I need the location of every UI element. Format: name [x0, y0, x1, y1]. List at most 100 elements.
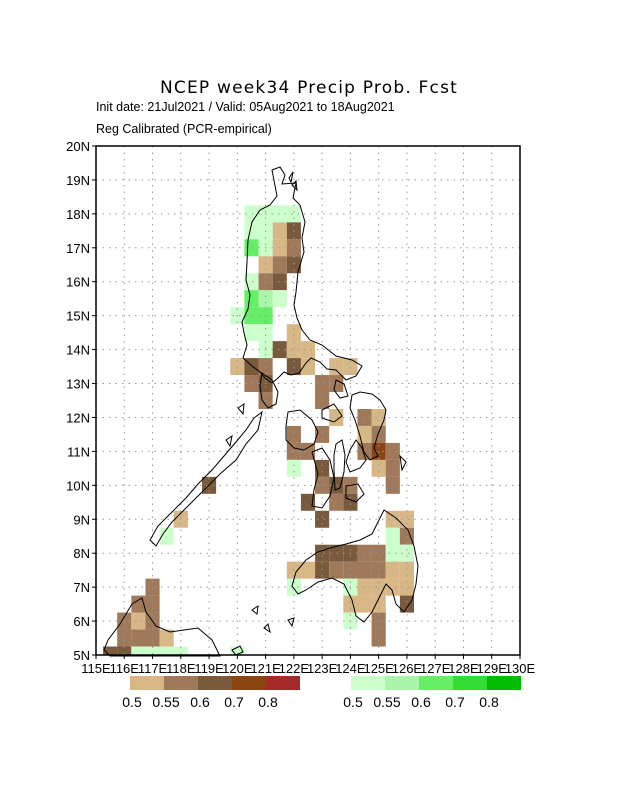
map-subtitle-method: Reg Calibrated (PCR-empirical) — [96, 122, 272, 136]
prob-cell — [272, 222, 287, 240]
lon-label: 115E — [81, 661, 111, 676]
prob-cell — [117, 629, 132, 647]
lat-label: 15N — [66, 309, 90, 324]
lon-label: 122E — [279, 661, 310, 676]
legend-swatch — [385, 676, 419, 690]
legend-label: 0.5 — [122, 694, 142, 710]
prob-cell — [131, 646, 146, 655]
prob-cell — [300, 341, 316, 359]
lon-label: 129E — [477, 661, 508, 676]
prob-cell — [385, 578, 400, 596]
prob-cell — [329, 493, 344, 511]
prob-cell — [286, 205, 301, 223]
legend-swatch — [164, 676, 198, 690]
legend-label: 0.7 — [224, 694, 244, 710]
prob-cell — [371, 561, 386, 579]
prob-cell — [244, 307, 259, 325]
map-frame — [95, 145, 521, 656]
prob-cell — [343, 595, 358, 613]
lat-label: 10N — [66, 478, 90, 493]
legend-label: 0.6 — [190, 694, 210, 710]
lat-label: 9N — [73, 512, 90, 527]
prob-cell — [258, 358, 273, 376]
prob-cell — [329, 375, 344, 393]
prob-cell — [286, 256, 301, 274]
prob-cell — [131, 612, 146, 630]
prob-cell — [371, 442, 386, 460]
prob-cell — [371, 578, 386, 596]
prob-cell — [399, 510, 414, 528]
prob-cell — [357, 544, 372, 562]
legend-swatch — [130, 676, 164, 690]
prob-cell — [258, 256, 273, 274]
lat-label: 16N — [66, 275, 90, 290]
prob-cell — [385, 476, 400, 494]
lat-label: 13N — [66, 377, 90, 392]
legend-swatch — [266, 676, 300, 690]
lon-label: 120E — [222, 661, 253, 676]
lat-label: 19N — [66, 173, 90, 188]
prob-cell — [272, 341, 287, 359]
prob-cell — [286, 442, 301, 460]
lon-label: 125E — [363, 661, 394, 676]
map-title: NCEP week34 Precip Prob. Fcst — [160, 78, 458, 98]
legend-label: 0.7 — [445, 694, 465, 710]
prob-cell — [258, 324, 273, 342]
prob-cell — [399, 544, 414, 562]
prob-cell — [145, 646, 160, 655]
lon-label: 130E — [505, 661, 536, 676]
prob-cell — [371, 595, 386, 613]
prob-cell — [286, 561, 301, 579]
prob-cell — [159, 646, 174, 655]
prob-cell — [286, 358, 301, 376]
latitude-labels: 20N 19N 18N 17N 16N 15N 14N 13N 12N 11N 10N 9N 8N 7N 6… — [66, 139, 96, 663]
prob-cell — [131, 629, 146, 647]
prob-cell — [315, 425, 330, 443]
prob-cell — [286, 578, 301, 596]
prob-cell — [258, 290, 273, 308]
prob-cell — [272, 239, 287, 257]
prob-cell — [244, 290, 259, 308]
prob-cell — [272, 256, 287, 274]
prob-cell — [286, 459, 301, 477]
prob-cell — [329, 358, 344, 376]
lon-label: 121E — [250, 661, 281, 676]
lon-label: 123E — [307, 661, 338, 676]
prob-cell — [315, 459, 330, 477]
prob-cell — [343, 561, 358, 579]
lon-label: 127E — [420, 661, 451, 676]
prob-cell — [357, 578, 372, 596]
coastline-philippines — [103, 166, 419, 657]
legend-swatch — [232, 676, 266, 690]
prob-cell — [286, 239, 301, 257]
prob-cell — [315, 375, 330, 393]
legend-swatch — [351, 676, 385, 690]
dotted-grid — [96, 146, 520, 655]
lat-label: 20N — [66, 139, 90, 154]
prob-cell — [371, 629, 386, 647]
lat-label: 8N — [73, 546, 90, 561]
prob-cell — [357, 595, 372, 613]
prob-cell — [385, 561, 400, 579]
lon-label: 128E — [448, 661, 479, 676]
prob-cell — [357, 561, 372, 579]
prob-cell — [343, 358, 358, 376]
prob-cell — [244, 375, 259, 393]
prob-cell — [357, 408, 372, 426]
prob-cell — [244, 222, 259, 240]
prob-cell — [385, 527, 400, 545]
prob-cell — [371, 459, 386, 477]
legend-below-normal: 0.5 0.55 0.6 0.7 0.8 — [122, 676, 300, 710]
lat-label: 18N — [66, 207, 90, 222]
prob-cell — [117, 646, 132, 655]
prob-cell — [103, 646, 118, 655]
prob-cell — [230, 358, 245, 376]
legend-label: 0.8 — [258, 694, 278, 710]
prob-cell — [371, 425, 386, 443]
prob-cell — [145, 578, 160, 596]
legend-label: 0.6 — [411, 694, 431, 710]
prob-cell — [385, 510, 400, 528]
prob-cell — [230, 646, 245, 655]
prob-cell — [315, 510, 330, 528]
